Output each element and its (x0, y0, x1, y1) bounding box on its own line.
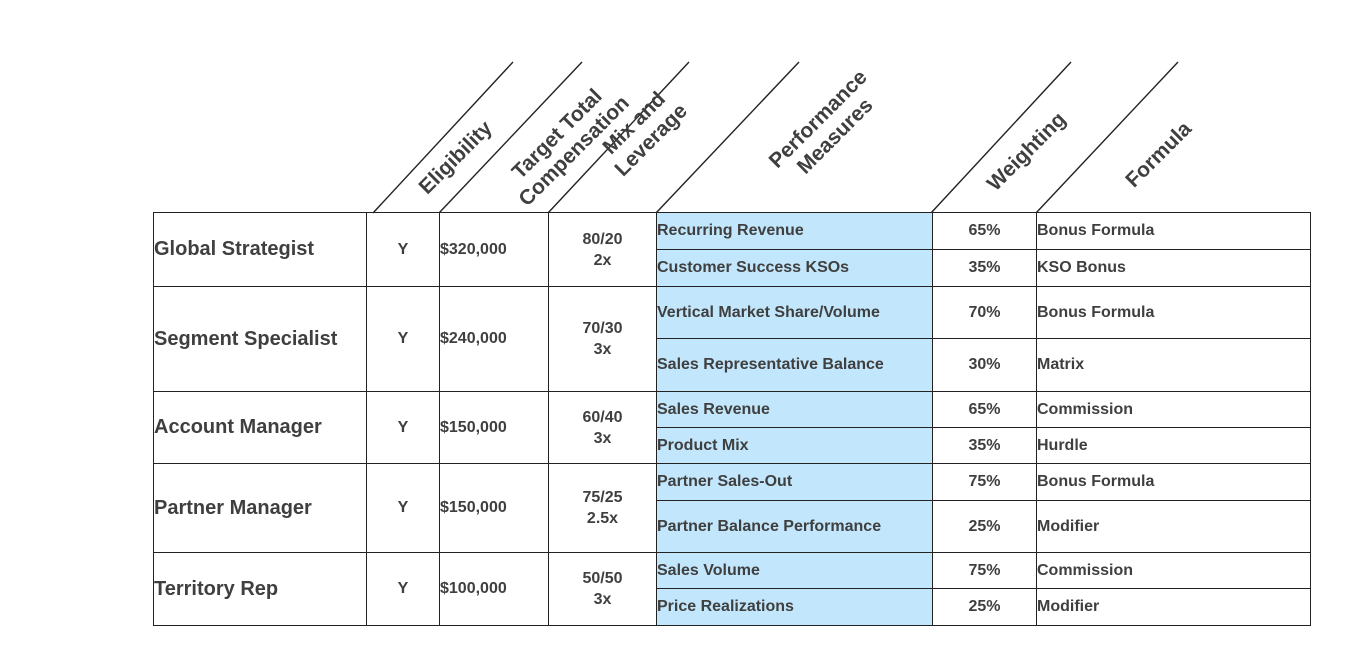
diagonal-line (547, 61, 690, 214)
formula-cell: Commission (1036, 391, 1311, 428)
eligibility-cell: Y (366, 212, 440, 287)
table-row: Price Realizations 25% Modifier (154, 588, 1311, 626)
diagonal-line (930, 61, 1072, 214)
diagonal-line (372, 61, 514, 214)
mix-value: 75/25 (582, 489, 623, 506)
weighting-cell: 75% (932, 463, 1037, 501)
formula-cell: KSO Bonus (1036, 249, 1311, 287)
performance-measure-cell: Sales Revenue (656, 391, 933, 428)
performance-measure-cell: Price Realizations (656, 588, 933, 626)
weighting-cell: 25% (932, 588, 1037, 626)
mix-leverage-cell: 75/25 2.5x (548, 463, 657, 553)
performance-measure-cell: Sales Volume (656, 552, 933, 589)
weighting-cell: 65% (932, 212, 1037, 250)
compensation-plan-table: Global Strategist Y $320,000 80/20 2x Re… (153, 212, 1311, 626)
formula-cell: Modifier (1036, 588, 1311, 626)
ttc-cell: $320,000 (439, 212, 549, 287)
role-name: Global Strategist (153, 212, 367, 287)
diagonal-line (1035, 61, 1179, 214)
role-name: Partner Manager (153, 463, 367, 553)
ttc-cell: $150,000 (439, 391, 549, 464)
role-name: Territory Rep (153, 552, 367, 626)
performance-measure-cell: Product Mix (656, 427, 933, 464)
table-row: Segment Specialist Y $240,000 70/30 3x V… (153, 286, 1311, 392)
mix-value: 50/50 (582, 570, 623, 587)
weighting-cell: 35% (932, 249, 1037, 287)
weighting-cell: 75% (932, 552, 1037, 589)
mix-value: 80/20 (582, 230, 623, 248)
ttc-cell: $150,000 (439, 463, 549, 553)
mix-value: 70/30 (582, 320, 623, 337)
table-row: Partner Manager Y $150,000 75/25 2.5x Pa… (153, 463, 1311, 553)
performance-measure-cell: Customer Success KSOs (656, 249, 933, 287)
weighting-cell: 30% (932, 338, 1037, 392)
eligibility-cell: Y (366, 286, 440, 392)
diagonal-line (438, 61, 583, 214)
performance-measure-cell: Partner Sales-Out (656, 463, 933, 501)
formula-cell: Matrix (1036, 338, 1311, 392)
performance-measure-cell: Recurring Revenue (656, 212, 933, 250)
performance-measure-cell: Partner Balance Performance (656, 500, 933, 553)
mix-value: 60/40 (582, 408, 623, 426)
formula-cell: Bonus Formula (1036, 212, 1311, 250)
performance-measure-cell: Vertical Market Share/Volume (656, 286, 933, 339)
table-row: Customer Success KSOs 35% KSO Bonus (154, 249, 1311, 287)
formula-cell: Commission (1036, 552, 1311, 589)
leverage-value: 3x (593, 591, 612, 608)
eligibility-cell: Y (366, 391, 440, 464)
table-row: Account Manager Y $150,000 60/40 3x Sale… (153, 391, 1311, 464)
eligibility-cell: Y (366, 552, 440, 626)
mix-leverage-cell: 80/20 2x (548, 212, 657, 287)
leverage-value: 2x (593, 251, 612, 269)
formula-cell: Modifier (1036, 500, 1311, 553)
formula-cell: Hurdle (1036, 427, 1311, 464)
leverage-value: 3x (593, 341, 612, 358)
leverage-value: 3x (593, 429, 612, 447)
performance-measure-cell: Sales Representative Balance (656, 338, 933, 392)
mix-leverage-cell: 60/40 3x (548, 391, 657, 464)
table-row: Global Strategist Y $320,000 80/20 2x Re… (153, 212, 1311, 287)
role-name: Account Manager (153, 391, 367, 464)
formula-cell: Bonus Formula (1036, 463, 1311, 501)
eligibility-cell: Y (366, 463, 440, 553)
ttc-cell: $100,000 (439, 552, 549, 626)
weighting-cell: 70% (932, 286, 1037, 339)
role-name: Segment Specialist (153, 286, 367, 392)
diagonal-line (655, 61, 800, 214)
leverage-value: 2.5x (586, 510, 619, 527)
weighting-cell: 25% (932, 500, 1037, 553)
table-row: Territory Rep Y $100,000 50/50 3x Sales … (153, 552, 1311, 626)
table-row: Product Mix 35% Hurdle (154, 427, 1311, 464)
table-row: Sales Representative Balance 30% Matrix (154, 338, 1311, 392)
weighting-cell: 65% (932, 391, 1037, 428)
mix-leverage-cell: 50/50 3x (548, 552, 657, 626)
weighting-cell: 35% (932, 427, 1037, 464)
formula-cell: Bonus Formula (1036, 286, 1311, 339)
mix-leverage-cell: 70/30 3x (548, 286, 657, 392)
table-row: Partner Balance Performance 25% Modifier (154, 500, 1311, 553)
ttc-cell: $240,000 (439, 286, 549, 392)
